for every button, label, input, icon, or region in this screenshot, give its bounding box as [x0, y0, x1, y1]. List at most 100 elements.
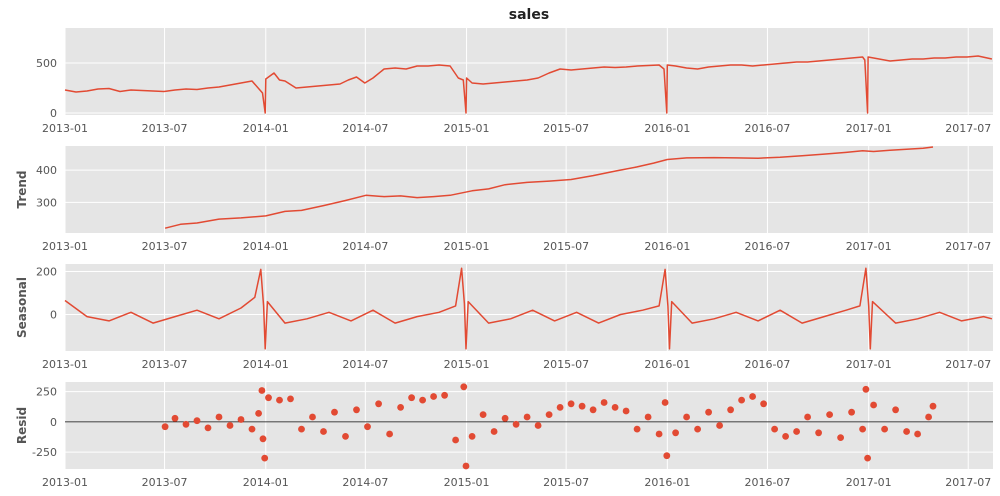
trend-x-tick-label: 2017-07 — [945, 240, 991, 253]
resid-point — [479, 411, 487, 418]
resid-point — [375, 400, 382, 408]
resid-point — [578, 402, 586, 410]
resid-point — [545, 411, 553, 418]
resid-point — [460, 383, 468, 391]
trend-x-tick-label: 2017-01 — [846, 240, 892, 253]
trend-x-tick-label: 2015-01 — [444, 240, 490, 253]
trend-x-tick-label: 2016-01 — [644, 240, 690, 253]
resid-point — [309, 413, 316, 421]
resid-x-tick-label: 2016-01 — [644, 476, 690, 489]
trend-x-tick-label: 2014-07 — [342, 240, 388, 253]
resid-point — [534, 422, 542, 429]
resid-point — [441, 391, 448, 399]
resid-point — [193, 417, 201, 425]
resid-point — [501, 414, 509, 422]
resid-point — [892, 406, 899, 414]
resid-point — [929, 402, 937, 410]
sales-y-tick-label: 0 — [50, 107, 57, 120]
resid-point — [633, 425, 641, 433]
resid-panel — [65, 382, 993, 469]
resid-point — [161, 423, 169, 431]
resid-point — [408, 394, 415, 402]
resid-x-tick-label: 2015-07 — [543, 476, 589, 489]
trend-x-tick-label: 2013-01 — [42, 240, 88, 253]
sales-x-tick-label: 2013-07 — [142, 122, 188, 135]
resid-point — [556, 404, 564, 411]
resid-point — [716, 422, 723, 429]
sales-x-tick-label: 2016-07 — [744, 122, 790, 135]
resid-point — [925, 413, 932, 421]
resid-point — [248, 425, 256, 433]
resid-point — [298, 425, 305, 433]
resid-point — [287, 395, 294, 403]
resid-point — [705, 408, 712, 416]
resid-point — [171, 414, 179, 422]
resid-point — [353, 406, 360, 414]
resid-x-tick-label: 2013-01 — [42, 476, 88, 489]
trend-y-axis-label: Trend — [15, 170, 29, 208]
sales-x-tick-label: 2016-01 — [644, 122, 690, 135]
resid-point — [331, 408, 338, 416]
seasonal-y-tick-label: 200 — [36, 266, 57, 279]
resid-point — [265, 394, 272, 402]
trend-panel — [65, 146, 993, 233]
resid-point — [452, 436, 459, 444]
trend-x-tick-label: 2016-07 — [744, 240, 790, 253]
resid-point — [683, 413, 690, 421]
resid-point — [826, 411, 833, 418]
sales-x-tick-label: 2014-01 — [243, 122, 289, 135]
seasonal-x-tick-label: 2016-01 — [644, 358, 690, 371]
resid-point — [727, 406, 734, 414]
resid-x-tick-label: 2014-07 — [342, 476, 388, 489]
resid-x-tick-label: 2014-01 — [243, 476, 289, 489]
resid-point — [881, 425, 888, 433]
resid-point — [468, 433, 476, 440]
resid-point — [862, 385, 870, 393]
resid-point — [782, 433, 789, 440]
resid-x-tick-label: 2015-01 — [444, 476, 490, 489]
resid-point — [738, 396, 745, 404]
resid-point — [386, 430, 393, 438]
resid-point — [320, 428, 327, 435]
resid-point — [237, 416, 245, 423]
seasonal-y-tick-label: 0 — [50, 308, 57, 321]
resid-point — [793, 428, 800, 435]
resid-point — [859, 425, 866, 433]
resid-point — [226, 422, 234, 429]
resid-point — [512, 420, 520, 428]
resid-point — [864, 454, 871, 462]
resid-point — [694, 425, 701, 433]
trend-x-tick-label: 2015-07 — [543, 240, 589, 253]
resid-point — [848, 408, 855, 416]
resid-x-tick-label: 2013-07 — [142, 476, 188, 489]
trend-series-line — [164, 146, 934, 229]
seasonal-series-line — [64, 267, 993, 350]
resid-point — [903, 428, 910, 435]
sales-x-tick-label: 2015-07 — [543, 122, 589, 135]
resid-point — [258, 387, 266, 394]
resid-point — [462, 462, 470, 470]
sales-x-tick-label: 2017-01 — [846, 122, 892, 135]
seasonal-x-tick-label: 2017-01 — [846, 358, 892, 371]
resid-point — [589, 406, 597, 414]
resid-x-tick-label: 2017-07 — [945, 476, 991, 489]
sales-y-tick-label: 500 — [36, 57, 57, 70]
sales-x-tick-label: 2015-01 — [444, 122, 490, 135]
sales-x-tick-label: 2017-07 — [945, 122, 991, 135]
resid-point — [870, 401, 877, 409]
resid-point — [771, 425, 778, 433]
resid-point — [364, 423, 371, 431]
resid-point — [837, 434, 844, 441]
seasonal-x-tick-label: 2015-07 — [543, 358, 589, 371]
resid-point — [760, 400, 767, 408]
resid-y-tick-label: 250 — [36, 386, 57, 399]
figure-title: sales — [509, 7, 549, 23]
resid-point — [622, 407, 630, 415]
resid-point — [255, 410, 262, 417]
resid-point — [430, 393, 437, 400]
seasonal-x-tick-label: 2014-01 — [243, 358, 289, 371]
sales-series-line — [64, 55, 993, 114]
seasonal-x-tick-label: 2015-01 — [444, 358, 490, 371]
seasonal-x-tick-label: 2014-07 — [342, 358, 388, 371]
